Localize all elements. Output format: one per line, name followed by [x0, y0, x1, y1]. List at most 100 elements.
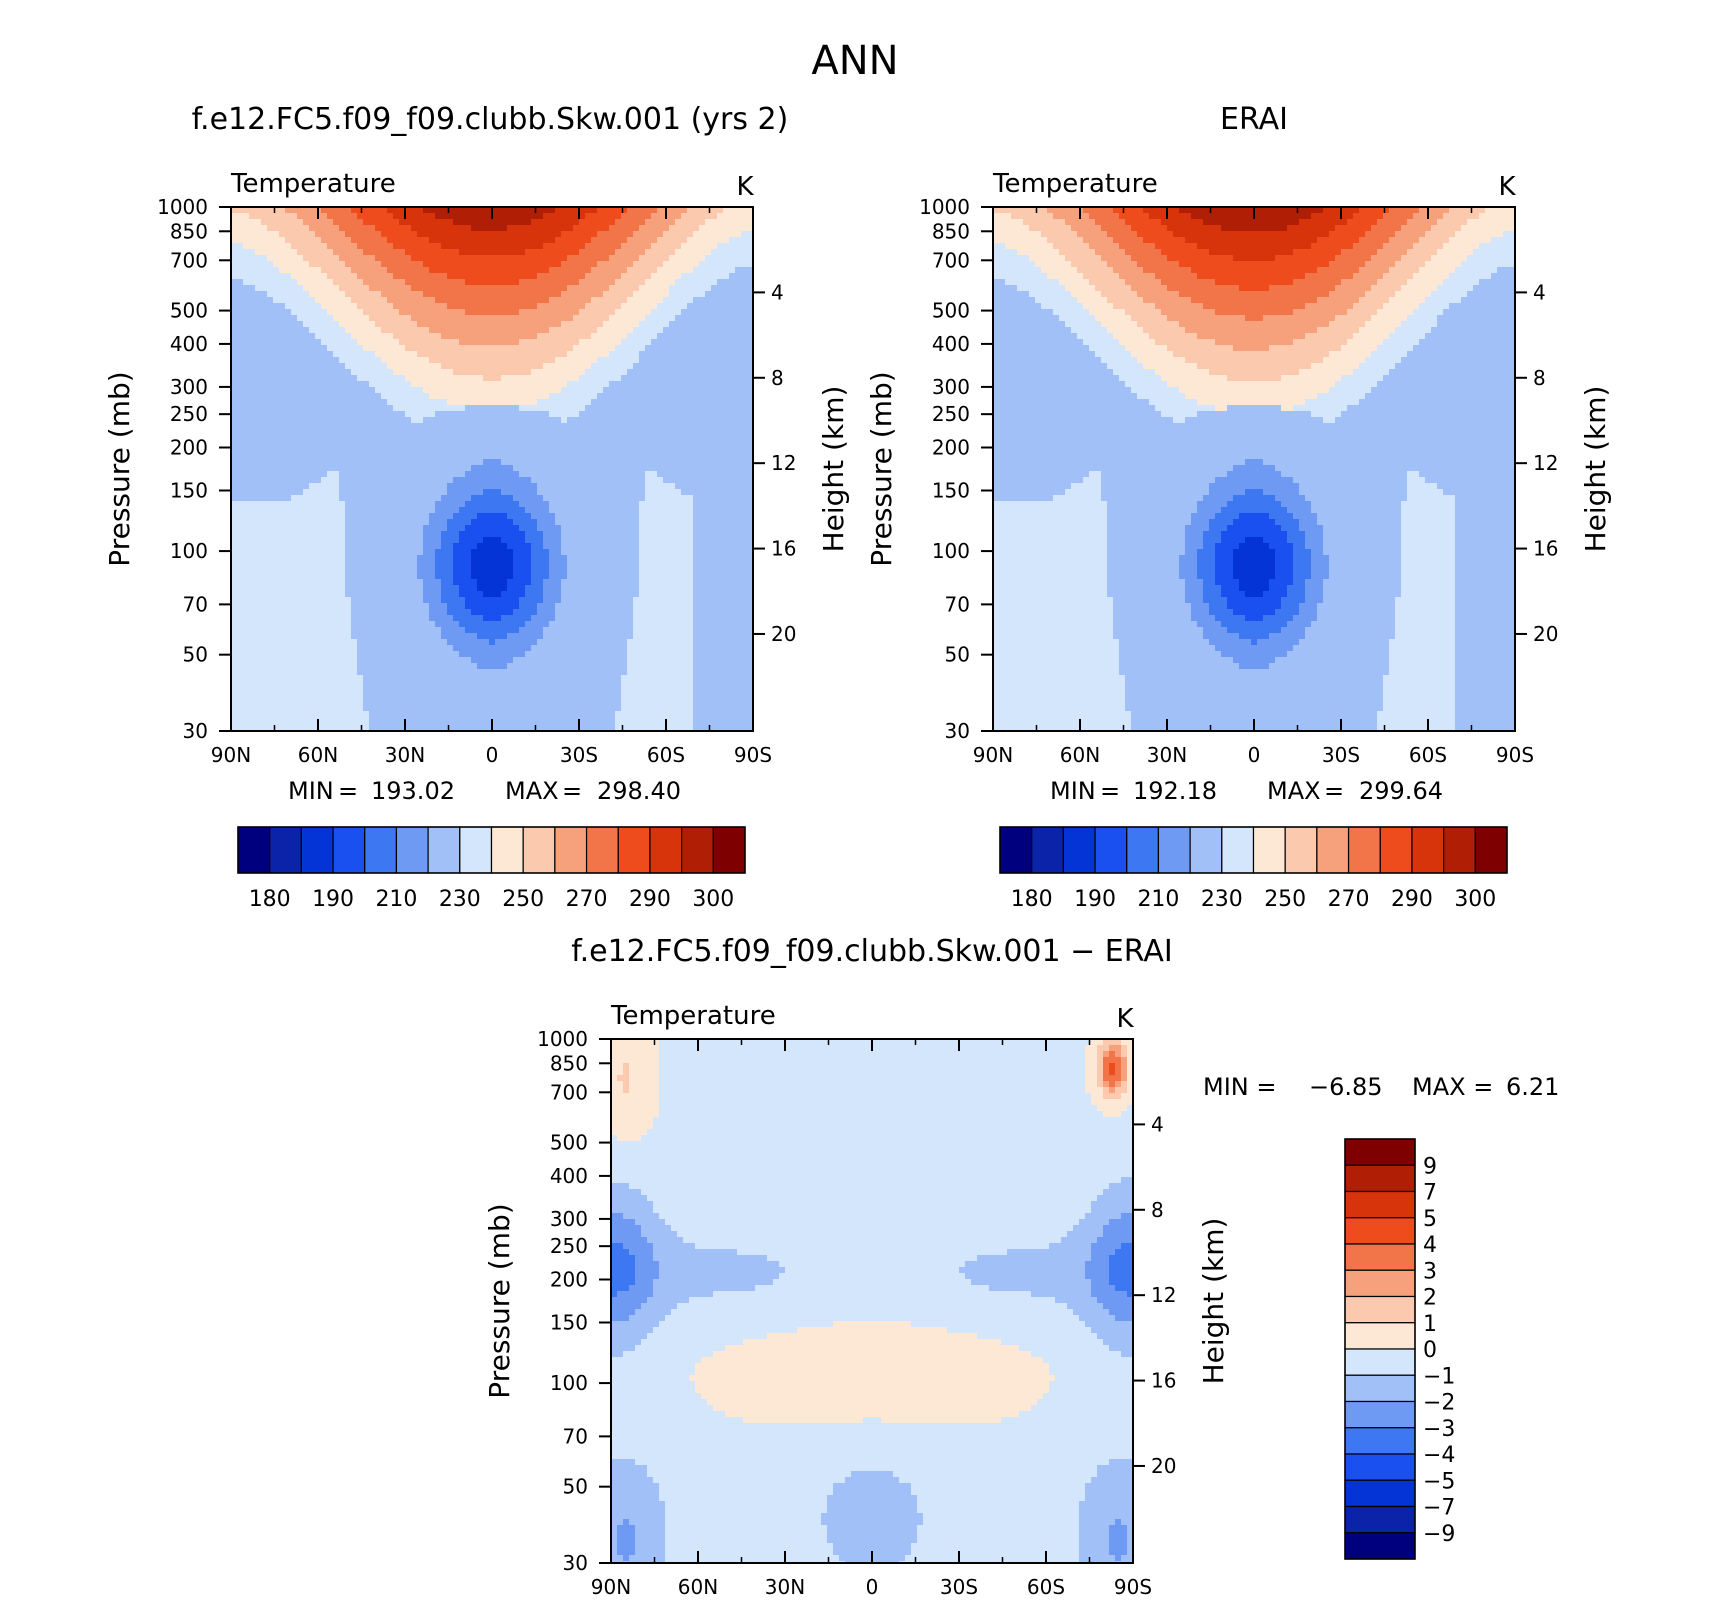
field-cell [525, 495, 532, 502]
field-cell [291, 357, 298, 364]
field-cell [477, 399, 484, 406]
field-cell [315, 255, 322, 262]
field-cell [291, 279, 298, 286]
field-cell [261, 219, 268, 226]
field-cell [633, 519, 640, 526]
field-cell [741, 525, 748, 532]
field-cell [615, 471, 622, 478]
field-cell [531, 453, 538, 460]
field-cell [495, 351, 502, 358]
field-cell [507, 279, 514, 286]
field-cell [453, 495, 460, 502]
field-cell [291, 267, 298, 274]
field-cell [699, 369, 706, 376]
field-cell [273, 297, 280, 304]
field-cell [729, 369, 736, 376]
field-cell [375, 315, 382, 322]
field-cell [297, 327, 304, 334]
field-cell [429, 537, 436, 544]
field-cell [537, 429, 544, 436]
field-cell [273, 489, 280, 496]
field-cell [735, 309, 742, 316]
field-cell [507, 501, 514, 508]
field-cell [231, 375, 238, 382]
field-cell [615, 255, 622, 262]
field-cell [681, 477, 688, 484]
field-cell [513, 483, 520, 490]
field-cell [615, 339, 622, 346]
field-cell [741, 501, 748, 508]
field-cell [609, 207, 616, 214]
field-cell [693, 267, 700, 274]
field-cell [525, 213, 532, 220]
field-cell [261, 333, 268, 340]
field-cell [333, 213, 340, 220]
field-cell [573, 465, 580, 472]
field-cell [363, 261, 370, 268]
field-cell [267, 531, 274, 538]
field-cell [741, 357, 748, 364]
field-cell [393, 303, 400, 310]
field-cell [579, 459, 586, 466]
field-cell [729, 363, 736, 370]
field-cell [291, 321, 298, 328]
field-cell [669, 519, 676, 526]
field-cell [471, 309, 478, 316]
field-cell [273, 273, 280, 280]
field-cell [519, 249, 526, 256]
field-cell [279, 357, 286, 364]
field-cell [639, 507, 646, 514]
field-cell [621, 525, 628, 532]
field-cell [255, 303, 262, 310]
field-cell [471, 525, 478, 532]
field-cell [363, 303, 370, 310]
field-cell [585, 231, 592, 238]
field-cell [525, 405, 532, 412]
field-cell [579, 489, 586, 496]
field-cell [249, 249, 256, 256]
field-cell [531, 375, 538, 382]
field-cell [537, 537, 544, 544]
field-cell [291, 327, 298, 334]
field-cell [681, 225, 688, 232]
field-cell [351, 501, 358, 508]
field-cell [735, 345, 742, 352]
field-cell [621, 297, 628, 304]
field-cell [723, 459, 730, 466]
field-cell [555, 429, 562, 436]
field-cell [597, 351, 604, 358]
field-cell [717, 507, 724, 514]
field-cell [747, 237, 753, 244]
field-cell [483, 387, 490, 394]
field-cell [369, 453, 376, 460]
field-cell [411, 525, 418, 532]
field-cell [723, 447, 730, 454]
field-cell [255, 279, 262, 286]
field-cell [639, 363, 646, 370]
field-cell [573, 333, 580, 340]
field-cell [231, 369, 238, 376]
field-cell [597, 243, 604, 250]
field-cell [231, 531, 238, 538]
field-cell [291, 255, 298, 262]
field-cell [339, 213, 346, 220]
field-cell [705, 363, 712, 370]
field-cell [255, 357, 262, 364]
field-cell [435, 315, 442, 322]
field-cell [297, 405, 304, 412]
field-cell [495, 393, 502, 400]
field-cell [555, 321, 562, 328]
field-cell [255, 249, 262, 256]
field-cell [525, 315, 532, 322]
field-cell [609, 471, 616, 478]
field-cell [441, 351, 448, 358]
field-cell [669, 339, 676, 346]
field-cell [537, 279, 544, 286]
field-cell [399, 297, 406, 304]
field-cell [381, 453, 388, 460]
field-cell [255, 219, 262, 226]
field-cell [639, 543, 646, 550]
field-cell [675, 459, 682, 466]
field-cell [633, 387, 640, 394]
field-cell [549, 423, 556, 430]
